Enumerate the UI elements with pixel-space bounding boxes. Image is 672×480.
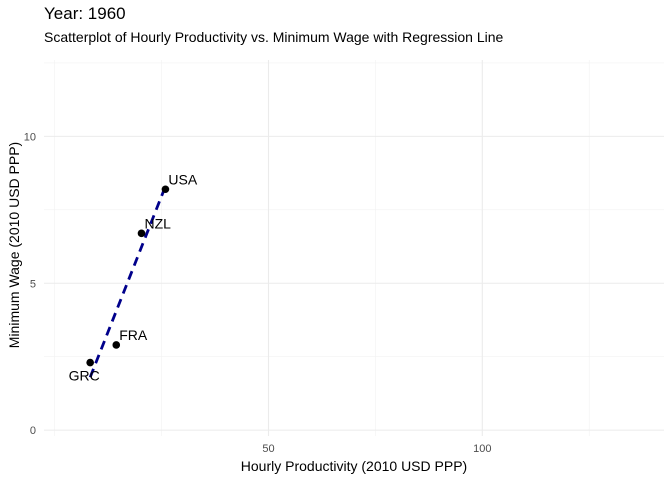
y-axis-title: Minimum Wage (2010 USD PPP)	[6, 142, 22, 348]
regression-line	[88, 185, 167, 378]
y-tick-label: 5	[30, 278, 36, 290]
data-point-fra	[112, 341, 121, 349]
data-point-usa	[161, 185, 170, 194]
chart-title: Year: 1960	[44, 4, 126, 23]
y-tick-label: 0	[30, 425, 36, 437]
point-label-usa: USA	[168, 171, 197, 187]
point-label-fra: FRA	[119, 327, 148, 343]
grid-lines	[44, 60, 664, 436]
x-tick-label: 50	[262, 443, 274, 455]
data-point-grc	[86, 358, 94, 367]
x-axis-title: Hourly Productivity (2010 USD PPP)	[241, 458, 467, 474]
x-tick-label: 100	[473, 443, 491, 455]
y-tick-label: 10	[24, 131, 36, 143]
data-point-nzl	[137, 229, 146, 238]
point-label-grc: GRC	[69, 368, 100, 384]
chart-subtitle: Scatterplot of Hourly Productivity vs. M…	[44, 29, 504, 45]
point-label-nzl: NZL	[144, 215, 171, 231]
